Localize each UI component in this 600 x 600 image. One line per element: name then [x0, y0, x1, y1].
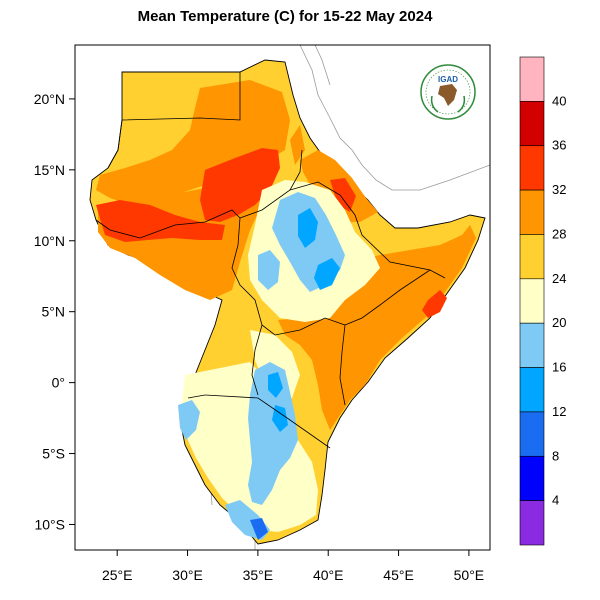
x-tick-label: 35°E: [243, 567, 274, 583]
colorbar-label: 32: [552, 182, 566, 197]
map-frame: [74, 44, 491, 551]
colorbar-label: 4: [552, 493, 559, 508]
country-borders: [95, 72, 446, 449]
colorbar-label: 40: [552, 93, 566, 108]
colorbar-label: 24: [552, 271, 566, 286]
colorbar-segment: [519, 455, 545, 501]
y-tick-label: 0°: [52, 375, 65, 391]
zone-32-36-eritrea: [330, 178, 356, 212]
zone-28-32-sudan: [96, 80, 290, 205]
colorbar-label: 16: [552, 360, 566, 375]
zone-12-16-kenya: [268, 372, 283, 398]
y-axis-ticks: 20°N 15°N 10°N 5°N 0° 5°S 10°S: [34, 91, 75, 532]
zone-8-12-south: [250, 518, 268, 540]
zone-12-16-ethiopia-b: [314, 258, 340, 290]
x-tick-label: 45°E: [383, 567, 414, 583]
zone-16-20-rift: [248, 362, 298, 505]
colorbar-label: 28: [552, 226, 566, 241]
colorbar-label: 36: [552, 138, 566, 153]
y-tick-label: 10°N: [34, 233, 65, 249]
zone-16-20-ethiopia-west: [258, 250, 280, 290]
y-tick-label: 15°N: [34, 162, 65, 178]
zone-12-16-ethiopia-a: [298, 208, 318, 248]
colorbar-segment: [519, 234, 545, 280]
y-tick-label: 5°S: [42, 446, 65, 462]
colorbar-segment: [519, 101, 545, 147]
x-axis-ticks: 25°E 30°E 35°E 40°E 45°E 50°E: [102, 550, 484, 583]
logo-text: IGAD: [438, 75, 458, 84]
logo-laurel-right: [457, 95, 466, 113]
outside-coastline: [299, 45, 490, 191]
zone-32-36-somalia: [422, 290, 447, 318]
africa-map-icon: [438, 84, 457, 106]
y-tick-label: 5°N: [42, 304, 66, 320]
map-title: Mean Temperature (C) for 15-22 May 2024: [137, 8, 433, 25]
colorbar-segment: [519, 367, 545, 413]
x-tick-label: 40°E: [313, 567, 344, 583]
zone-32-36-sudan: [200, 148, 280, 222]
outside-coastline-nile: [314, 45, 331, 86]
colorbar-label: 20: [552, 315, 566, 330]
x-tick-label: 30°E: [172, 567, 203, 583]
igad-logo: IGAD: [420, 64, 476, 120]
x-tick-label: 50°E: [454, 567, 485, 583]
colorbar-segment: [519, 189, 545, 235]
colorbar-segment: [519, 145, 545, 191]
logo-laurel-left: [430, 95, 439, 113]
y-tick-label: 10°S: [34, 516, 65, 532]
logo-inner-ring: [425, 69, 471, 115]
colorbar-segment: [519, 500, 545, 546]
colorbar-label: 8: [552, 448, 559, 463]
zone-16-20-lake-kivu: [178, 400, 200, 440]
colorbar-segment: [519, 322, 545, 368]
colorbar-label: 12: [552, 404, 566, 419]
colorbar-segment: [519, 278, 545, 324]
colorbar-segment: [519, 411, 545, 457]
zone-32-36-west: [96, 200, 225, 242]
y-tick-label: 20°N: [34, 91, 65, 107]
x-tick-label: 25°E: [102, 567, 133, 583]
zone-28-32-somalia-kenya: [278, 225, 476, 430]
zone-20-24-tanzania: [180, 362, 318, 532]
zone-12-16-kili: [272, 405, 288, 432]
colorbar: 4 8 12 16 20 24 28 32 36 40: [519, 56, 566, 546]
colorbar-segment: [519, 56, 545, 102]
